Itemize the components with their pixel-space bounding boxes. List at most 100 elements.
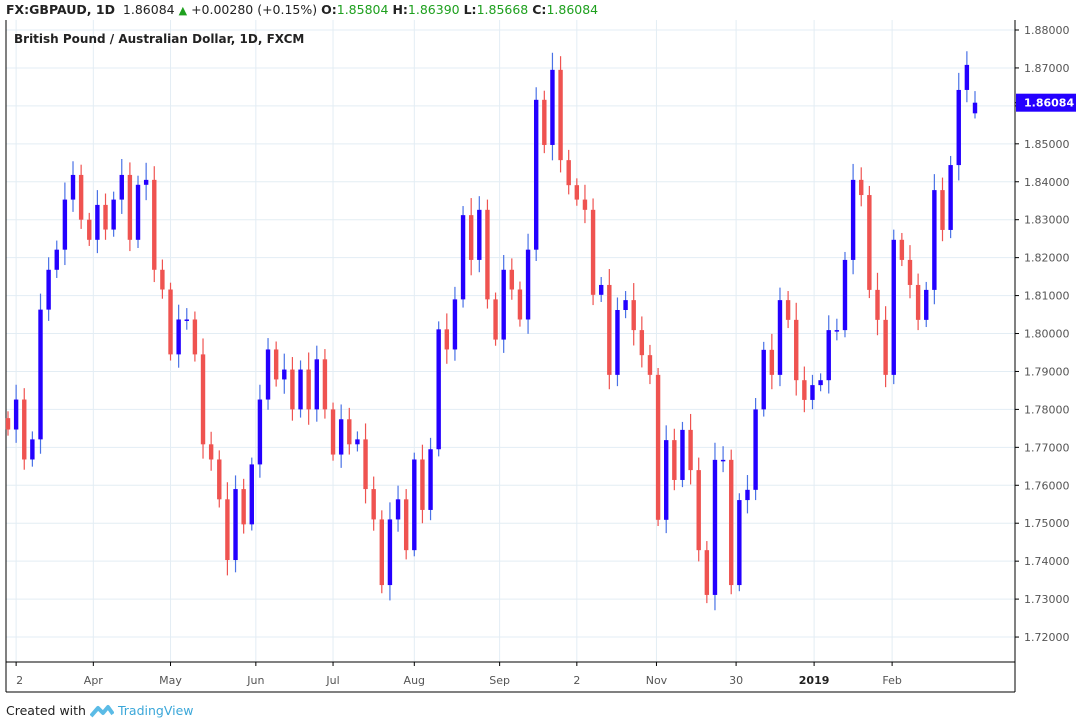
candle-down xyxy=(192,319,198,355)
candle-up xyxy=(615,309,620,375)
candle-up xyxy=(95,204,100,240)
candle-up xyxy=(119,174,124,200)
candle-down xyxy=(517,289,523,320)
candle-down xyxy=(672,440,677,480)
open-label: O: xyxy=(321,2,337,17)
candle-up xyxy=(46,269,51,310)
candle-up xyxy=(842,259,848,331)
candle-down xyxy=(322,359,328,410)
candle-up xyxy=(972,102,978,114)
candle-up xyxy=(233,489,238,561)
last-price-tag-label: 1.86084 xyxy=(1024,97,1074,110)
x-tick-label: 2019 xyxy=(799,674,830,687)
y-tick-label: 1.76000 xyxy=(1024,479,1070,492)
candle-down xyxy=(867,195,872,290)
candle-up xyxy=(891,239,896,375)
close-value: 1.86084 xyxy=(546,2,599,17)
x-tick-label: 30 xyxy=(729,674,743,687)
candle-up xyxy=(257,399,263,465)
y-tick-label: 1.87000 xyxy=(1024,62,1070,75)
candle-down xyxy=(899,239,905,260)
candle-down xyxy=(468,215,474,260)
candle-down xyxy=(347,419,352,445)
y-tick-label: 1.81000 xyxy=(1024,290,1070,303)
y-tick-label: 1.85000 xyxy=(1024,138,1070,151)
y-tick-label: 1.72000 xyxy=(1024,631,1070,644)
candle-down xyxy=(542,99,547,145)
candle-down xyxy=(241,489,246,525)
candle-down xyxy=(915,284,921,320)
candle-down xyxy=(802,380,807,400)
candle-down xyxy=(688,429,693,471)
candle-down xyxy=(330,409,336,455)
candle-up xyxy=(355,439,360,445)
low-label: L: xyxy=(463,2,477,17)
candle-down xyxy=(225,499,230,561)
candle-down xyxy=(127,174,133,240)
low-value: 1.85668 xyxy=(476,2,529,17)
candle-up xyxy=(460,215,466,300)
x-tick-label: Sep xyxy=(489,674,510,687)
candle-up xyxy=(30,439,35,460)
candle-up xyxy=(265,349,271,400)
created-with-label: Created with xyxy=(6,703,86,718)
candle-up xyxy=(753,409,758,490)
candle-down xyxy=(485,209,490,300)
candle-down xyxy=(200,354,206,445)
candle-up xyxy=(501,269,506,340)
candle-up xyxy=(477,209,482,260)
candle-down xyxy=(509,269,515,290)
candle-down xyxy=(940,190,945,230)
candle-down xyxy=(566,160,571,186)
candle-up xyxy=(737,500,742,586)
last-price: 1.86084 xyxy=(122,2,175,17)
candle-up xyxy=(111,199,116,230)
candle-up xyxy=(761,349,766,410)
candle-down xyxy=(655,374,661,520)
y-tick-label: 1.80000 xyxy=(1024,328,1070,341)
candle-down xyxy=(631,300,636,331)
candle-up xyxy=(818,380,823,386)
candle-down xyxy=(493,299,498,340)
candle-down xyxy=(590,209,596,295)
candle-up xyxy=(664,440,669,520)
candle-down xyxy=(907,259,913,285)
candle-down xyxy=(371,489,376,520)
candle-up xyxy=(745,489,750,501)
y-tick-label: 1.83000 xyxy=(1024,214,1070,227)
candle-up xyxy=(810,385,815,400)
y-tick-label: 1.88000 xyxy=(1024,24,1070,37)
up-triangle-icon: ▲ xyxy=(178,4,188,17)
y-tick-label: 1.75000 xyxy=(1024,517,1070,530)
x-tick-label: May xyxy=(159,674,182,687)
candle-up xyxy=(13,399,19,430)
candle-down xyxy=(363,439,368,490)
candle-up xyxy=(38,309,43,440)
candle-down xyxy=(290,369,295,410)
candle-down xyxy=(103,204,108,230)
symbol-header: FX:GBPAUD, 1D 1.86084 ▲ +0.00280 (+0.15%… xyxy=(6,2,598,17)
candle-up xyxy=(135,184,141,240)
candle-up xyxy=(948,165,953,230)
x-tick-label: Feb xyxy=(882,674,901,687)
tradingview-link[interactable]: TradingView xyxy=(117,703,194,718)
candle-up xyxy=(850,179,856,260)
candle-down xyxy=(558,69,563,161)
candle-down xyxy=(696,470,701,551)
candle-up xyxy=(964,64,970,90)
candle-down xyxy=(582,199,588,210)
candle-down xyxy=(444,329,450,350)
candle-down xyxy=(160,269,165,290)
candle-down xyxy=(87,219,92,240)
candle-down xyxy=(574,185,580,200)
candle-down xyxy=(769,349,775,375)
tradingview-logo-icon xyxy=(89,704,114,717)
candle-down xyxy=(607,284,612,375)
candle-up xyxy=(249,464,254,525)
candle-up xyxy=(54,249,59,270)
candle-up xyxy=(777,300,783,375)
candle-up xyxy=(712,459,718,595)
y-tick-label: 1.78000 xyxy=(1024,403,1070,416)
candle-down xyxy=(5,418,11,430)
